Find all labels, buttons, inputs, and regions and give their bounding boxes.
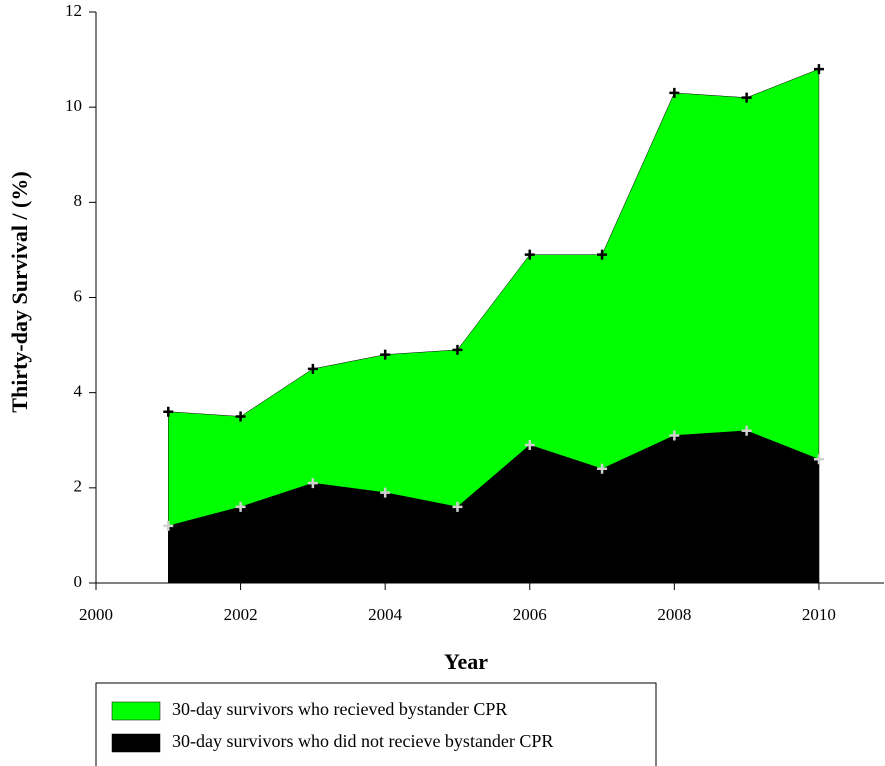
- y-tick-label: 8: [74, 191, 83, 210]
- marker: [235, 411, 246, 422]
- x-tick-label: 2000: [79, 605, 113, 624]
- y-tick-label: 10: [65, 96, 82, 115]
- y-tick-label: 6: [74, 286, 83, 305]
- marker: [380, 349, 391, 360]
- x-tick-label: 2008: [657, 605, 691, 624]
- legend-box: [95, 682, 657, 766]
- marker: [741, 92, 752, 103]
- marker: [669, 430, 680, 441]
- marker: [524, 440, 535, 451]
- legend-text: 30-day survivors who did not recieve bys…: [172, 731, 553, 751]
- x-tick-label: 2010: [802, 605, 836, 624]
- x-tick-label: 2002: [224, 605, 258, 624]
- marker: [524, 249, 535, 260]
- marker: [307, 478, 318, 489]
- x-axis-title: Year: [444, 649, 488, 674]
- y-tick-label: 0: [74, 572, 83, 591]
- marker: [452, 344, 463, 355]
- marker: [307, 363, 318, 374]
- y-axis-title: Thirty-day Survival / (%): [7, 171, 32, 412]
- x-tick-label: 2004: [368, 605, 403, 624]
- y-tick-label: 2: [74, 477, 83, 496]
- legend-swatch: [111, 701, 161, 721]
- marker: [380, 487, 391, 498]
- marker: [163, 406, 174, 417]
- legend-swatch: [111, 733, 161, 753]
- marker: [235, 501, 246, 512]
- marker: [813, 454, 824, 465]
- y-tick-label: 4: [74, 382, 83, 401]
- marker: [597, 463, 608, 474]
- marker: [597, 249, 608, 260]
- y-tick-label: 12: [65, 1, 82, 20]
- marker: [669, 87, 680, 98]
- marker: [813, 64, 824, 75]
- marker: [452, 501, 463, 512]
- marker: [163, 520, 174, 531]
- marker: [741, 425, 752, 436]
- x-tick-label: 2006: [513, 605, 547, 624]
- legend-text: 30-day survivors who recieved bystander …: [172, 699, 507, 719]
